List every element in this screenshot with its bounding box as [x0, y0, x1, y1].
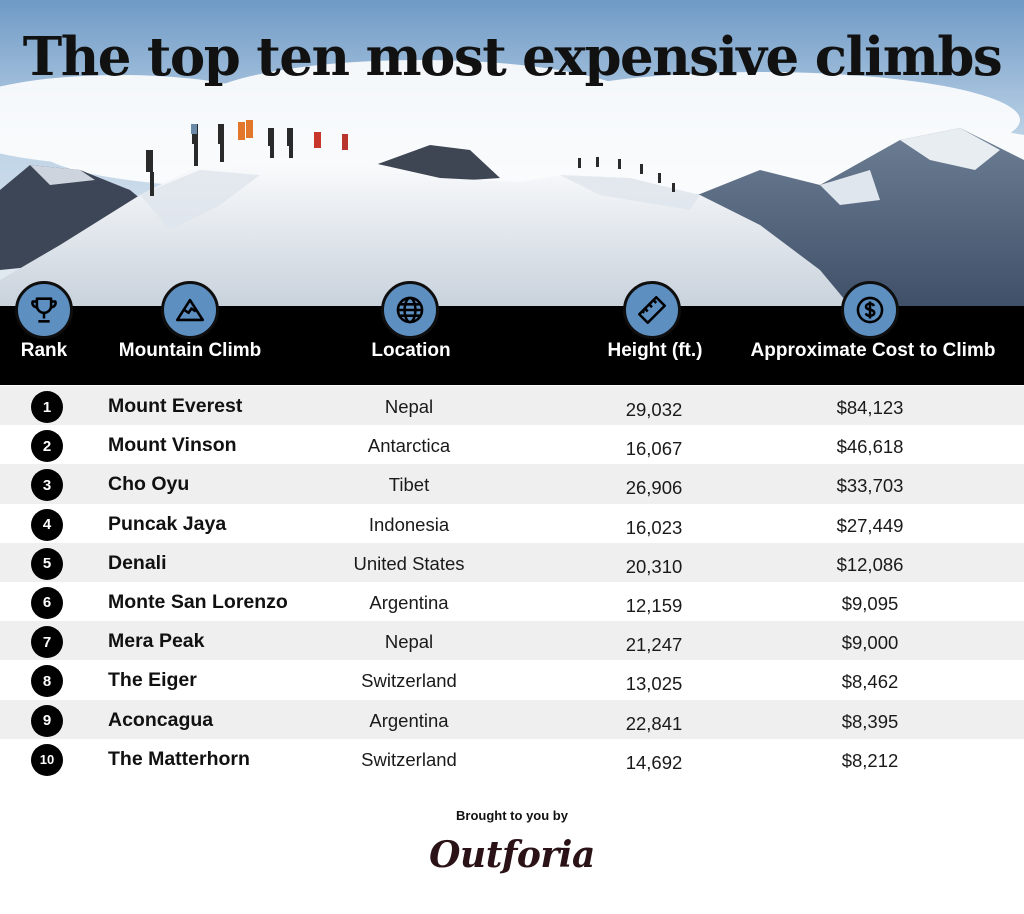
- table-row: 8 The Eiger Switzerland 13,025 $8,462: [0, 660, 1024, 700]
- rank-badge: 4: [31, 508, 63, 541]
- location-cell: Nepal: [384, 631, 434, 653]
- rank-badge: 1: [31, 391, 63, 423]
- table-row: 1 Mount Everest Nepal 29,032 $84,123: [0, 386, 1024, 426]
- height-cell: 16,023: [625, 516, 683, 538]
- height-cell: 26,906: [625, 477, 683, 499]
- mountain-icon: [161, 281, 219, 339]
- height-cell: 13,025: [625, 673, 683, 695]
- cost-cell: $46,618: [836, 436, 904, 458]
- cost-cell: $33,703: [836, 475, 904, 497]
- mountain-name: The Matterhorn: [108, 747, 250, 770]
- mountain-name: Denali: [108, 551, 167, 574]
- height-cell: 12,159: [625, 594, 683, 616]
- rank-badge: 2: [31, 430, 63, 463]
- cost-cell: $27,449: [836, 514, 904, 536]
- location-cell: Argentina: [369, 709, 449, 731]
- column-header-rank: Rank: [20, 340, 68, 361]
- credit-note: Brought to you by: [456, 808, 568, 823]
- mountain-name: Cho Oyu: [108, 473, 190, 496]
- mountain-name: Monte San Lorenzo: [108, 590, 288, 613]
- globe-icon: [381, 281, 439, 339]
- rank-badge: 9: [31, 704, 63, 737]
- cost-cell: $8,212: [841, 749, 899, 771]
- rank-badge: 7: [31, 626, 63, 659]
- rank-badge: 8: [31, 665, 63, 698]
- page-title: The top ten most expensive climbs: [22, 26, 1003, 88]
- mountain-name: Mera Peak: [108, 630, 205, 653]
- rank-badge: 5: [31, 547, 63, 580]
- cost-cell: $8,395: [841, 710, 899, 732]
- table-row: 9 Aconcagua Argentina 22,841 $8,395: [0, 699, 1024, 739]
- mountain-name: Mount Vinson: [108, 434, 237, 457]
- height-cell: 21,247: [625, 634, 683, 656]
- table-row: 4 Puncak Jaya Indonesia 16,023 $27,449: [0, 503, 1024, 543]
- mountain-name: Mount Everest: [108, 395, 243, 417]
- column-header-location: Location: [371, 340, 451, 361]
- location-cell: Antarctica: [367, 435, 451, 457]
- mountain-name: Aconcagua: [108, 708, 214, 731]
- height-cell: 20,310: [625, 555, 683, 577]
- table-row: 3 Cho Oyu Tibet 26,906 $33,703: [0, 464, 1024, 504]
- height-cell: 29,032: [625, 399, 683, 420]
- table-row: 10 The Matterhorn Switzerland 14,692 $8,…: [0, 738, 1024, 778]
- ruler-icon: [623, 281, 681, 339]
- mountain-name: The Eiger: [108, 669, 197, 692]
- location-cell: Indonesia: [368, 513, 450, 535]
- height-cell: 22,841: [625, 712, 683, 734]
- table-row: 6 Monte San Lorenzo Argentina 12,159 $9,…: [0, 581, 1024, 622]
- location-cell: Switzerland: [361, 670, 457, 692]
- location-cell: Switzerland: [361, 748, 457, 770]
- rank-badge: 10: [31, 743, 63, 776]
- table-row: 5 Denali United States 20,310 $12,086: [0, 542, 1024, 582]
- brand-logo: Outforia: [429, 834, 595, 876]
- cost-cell: $8,462: [841, 671, 899, 693]
- height-cell: 14,692: [625, 751, 683, 773]
- hero-image: The top ten most expensive climbs: [0, 0, 1024, 306]
- table-row: 2 Mount Vinson Antarctica 16,067 $46,618: [0, 425, 1024, 465]
- rank-badge: 6: [31, 586, 63, 619]
- location-cell: Nepal: [384, 396, 434, 417]
- cost-cell: $9,000: [841, 632, 899, 654]
- trophy-icon: [15, 281, 73, 339]
- location-cell: United States: [353, 552, 465, 574]
- location-cell: Tibet: [388, 474, 430, 496]
- cost-cell: $9,095: [841, 592, 899, 614]
- height-cell: 16,067: [625, 438, 683, 460]
- table-body: 1 Mount Everest Nepal 29,032 $84,123 2 M…: [0, 386, 1024, 778]
- location-cell: Argentina: [369, 591, 449, 613]
- column-header-mountain: Mountain Climb: [118, 340, 262, 361]
- rank-badge: 3: [31, 469, 63, 502]
- mountain-landscape: [0, 0, 1024, 306]
- cost-cell: $12,086: [836, 553, 904, 575]
- mountain-name: Puncak Jaya: [108, 512, 227, 535]
- column-header-height: Height (ft.): [607, 340, 703, 361]
- column-header-cost: Approximate Cost to Climb: [750, 340, 996, 361]
- dollar-icon: [841, 281, 899, 339]
- cost-cell: $84,123: [836, 397, 904, 418]
- table-row: 7 Mera Peak Nepal 21,247 $9,000: [0, 621, 1024, 661]
